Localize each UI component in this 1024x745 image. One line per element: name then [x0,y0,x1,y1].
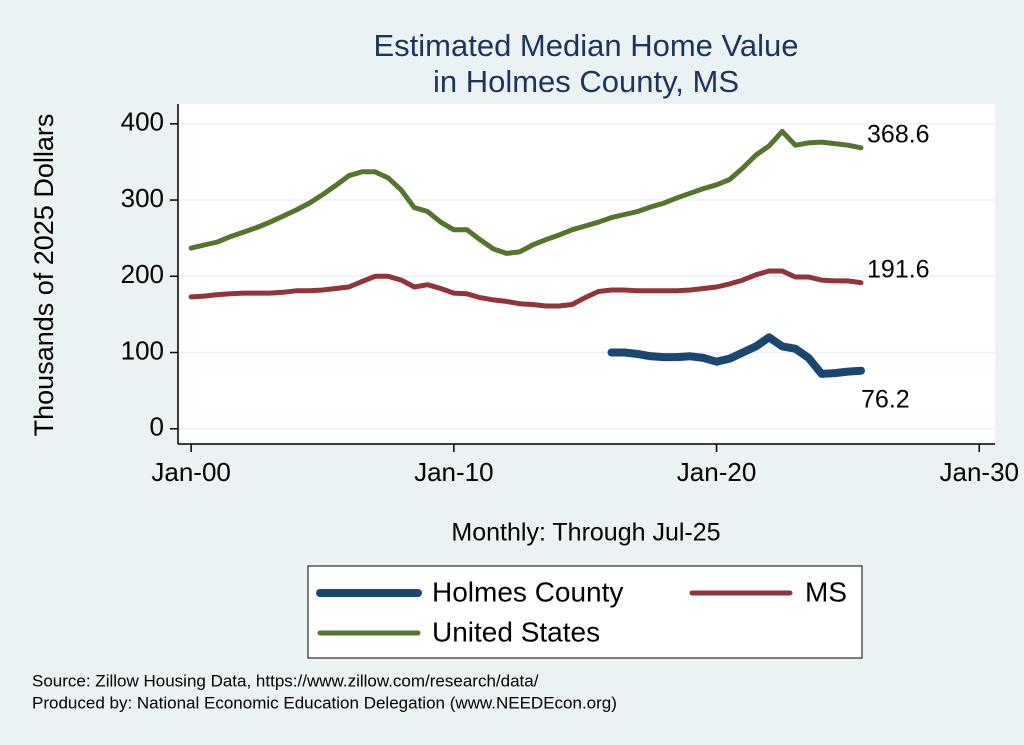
chart-title: in Holmes County, MS [433,64,739,99]
x-axis-label: Monthly: Through Jul-25 [451,519,720,547]
legend-label: MS [805,576,847,607]
legend-label: United States [432,616,600,647]
y-tick-label: 100 [121,335,164,365]
series-line [607,333,865,378]
x-tick-label: Jan-10 [414,457,494,487]
x-tick-label: Jan-30 [939,457,1019,487]
end-value-label: 191.6 [867,255,930,283]
y-tick-label: 200 [121,259,164,289]
end-value-label: 368.6 [867,120,930,148]
y-tick-label: 300 [121,183,164,213]
y-tick-label: 0 [150,412,164,442]
plot-area [178,104,995,444]
series-line [188,128,864,256]
series-line [188,268,864,309]
source-note: Produced by: National Economic Education… [32,693,617,712]
end-value-label: 76.2 [861,385,910,413]
y-tick-label: 400 [121,107,164,137]
chart-title: Estimated Median Home Value [373,28,798,63]
source-note: Source: Zillow Housing Data, https://www… [32,671,539,690]
legend [307,565,863,659]
x-tick-label: Jan-00 [151,457,231,487]
legend-label: Holmes County [432,576,623,607]
y-axis-label: Thousands of 2025 Dollars [29,114,59,437]
x-tick-label: Jan-20 [677,457,757,487]
